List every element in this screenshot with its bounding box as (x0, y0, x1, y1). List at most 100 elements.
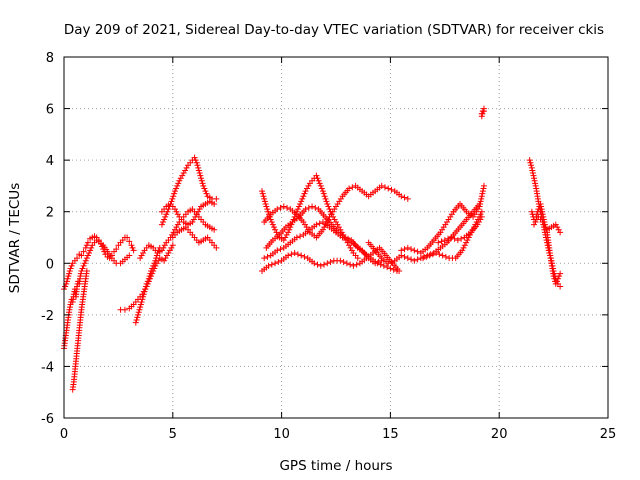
data-point (477, 211, 484, 218)
series-arc-evening-b (528, 200, 564, 287)
data-point (274, 247, 281, 254)
data-point (267, 216, 274, 223)
data-point (78, 268, 85, 275)
data-point (343, 260, 350, 267)
data-point (296, 203, 303, 210)
data-point (270, 224, 277, 231)
data-point (335, 224, 342, 231)
data-point (479, 188, 486, 195)
data-point (317, 262, 324, 269)
data-point (158, 221, 165, 228)
data-point (261, 255, 268, 262)
data-point (259, 190, 266, 197)
data-point (211, 226, 218, 233)
data-point (340, 231, 347, 238)
data-point (174, 211, 181, 218)
data-point (277, 204, 284, 211)
data-point (195, 208, 202, 215)
data-point (282, 234, 289, 241)
data-point (298, 198, 305, 205)
data-point (260, 193, 267, 200)
data-point (130, 247, 137, 254)
data-point (316, 180, 323, 187)
data-point (137, 301, 144, 308)
data-point (128, 242, 135, 249)
data-point (477, 198, 484, 205)
data-point (321, 193, 328, 200)
data-point (299, 195, 306, 202)
y-tick-label: 2 (46, 206, 54, 221)
data-point (557, 229, 564, 236)
data-point (139, 296, 146, 303)
data-point (77, 270, 84, 277)
data-point (554, 224, 561, 231)
data-point (342, 235, 349, 242)
data-point (166, 247, 173, 254)
data-point (288, 221, 295, 228)
data-point (213, 244, 220, 251)
data-point (158, 247, 165, 254)
data-point (426, 252, 433, 259)
data-point (192, 157, 199, 164)
data-point (438, 238, 445, 245)
data-point (323, 198, 330, 205)
data-point (314, 175, 321, 182)
series-arc-afternoon-a (365, 200, 483, 267)
data-point (288, 251, 295, 258)
data-point (538, 206, 545, 213)
data-point (148, 268, 155, 275)
data-point (194, 162, 201, 169)
data-point (274, 206, 281, 213)
data-point (264, 253, 271, 260)
chart-title: Day 209 of 2021, Sidereal Day-to-day VTE… (64, 22, 604, 38)
data-point (192, 213, 199, 220)
data-point (309, 203, 316, 210)
data-point (411, 257, 418, 264)
data-point (429, 251, 436, 258)
data-point (539, 208, 546, 215)
data-point (474, 221, 481, 228)
data-point (64, 275, 71, 282)
data-point (134, 311, 141, 318)
data-point (305, 204, 312, 211)
data-point (526, 157, 533, 164)
data-point (347, 244, 354, 251)
data-point (286, 226, 293, 233)
data-point (552, 280, 559, 287)
data-point (305, 182, 312, 189)
data-point (164, 208, 171, 215)
data-point (133, 317, 140, 324)
y-tick-label: 4 (46, 154, 54, 169)
data-point (176, 177, 183, 184)
data-point (183, 164, 190, 171)
data-point (349, 184, 356, 191)
data-point (189, 219, 196, 226)
data-point (372, 260, 379, 267)
data-point (211, 200, 218, 207)
data-point (318, 185, 325, 192)
data-point (198, 177, 205, 184)
series-arc-morning-low2 (169, 224, 220, 251)
data-point (320, 190, 327, 197)
data-point (264, 206, 271, 213)
data-point (74, 255, 81, 262)
data-point (454, 237, 461, 244)
data-point (80, 248, 87, 255)
data-point (162, 213, 169, 220)
data-point (404, 195, 411, 202)
data-point (322, 195, 329, 202)
data-point (532, 219, 539, 226)
data-point (149, 265, 156, 272)
data-point (213, 195, 220, 202)
data-point (463, 239, 470, 246)
data-point (162, 255, 169, 262)
data-point (165, 249, 172, 256)
data-point (88, 244, 95, 251)
x-axis-label: GPS time / hours (279, 458, 392, 474)
data-point (439, 252, 446, 259)
data-point (81, 260, 88, 267)
data-point (62, 283, 69, 290)
data-point (381, 184, 388, 191)
data-point (385, 260, 392, 267)
data-point (414, 248, 421, 255)
